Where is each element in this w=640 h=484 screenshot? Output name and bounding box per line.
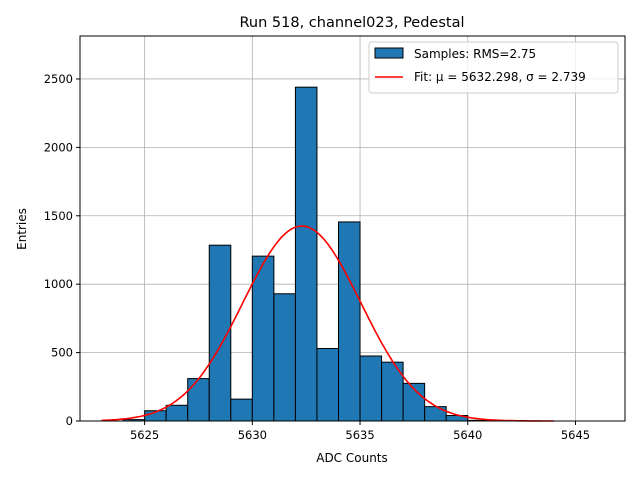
y-axis-label: Entries: [15, 208, 29, 250]
histogram-bar: [251, 255, 275, 422]
x-tick-label: 5635: [345, 428, 374, 442]
histogram-bar: [294, 86, 318, 422]
fit-curve: [101, 225, 554, 422]
x-tick-label: 5640: [453, 428, 482, 442]
x-axis-label: ADC Counts: [316, 451, 388, 465]
histogram-bar: [165, 404, 189, 422]
histogram-bar: [337, 221, 361, 422]
histogram-bar: [187, 378, 210, 422]
histogram-bar: [359, 355, 383, 422]
histogram-bar: [316, 347, 339, 422]
x-tick-label: 5645: [561, 428, 590, 442]
y-tick-label: 1500: [44, 209, 73, 223]
plot-frame: [79, 35, 626, 422]
x-tick-label: 5630: [238, 428, 267, 442]
y-tick-label: 500: [51, 346, 73, 360]
histogram-bar: [424, 406, 447, 422]
chart-title: Run 518, channel023, Pedestal: [239, 15, 464, 31]
y-tick-label: 2000: [44, 140, 73, 154]
histogram-bar: [230, 398, 253, 422]
y-tick-label: 2500: [44, 72, 73, 86]
x-tick-label: 5625: [130, 428, 159, 442]
legend-samples: Samples: RMS=2.75: [414, 47, 536, 61]
legend: Samples: RMS=2.75 Fit: μ = 5632.298, σ =…: [368, 41, 619, 94]
y-tick-label: 1000: [44, 277, 73, 291]
histogram-bar: [273, 293, 296, 422]
legend-bar-swatch: [374, 47, 404, 59]
y-tick-label: 0: [66, 414, 73, 428]
legend-fit: Fit: μ = 5632.298, σ = 2.739: [414, 70, 586, 84]
